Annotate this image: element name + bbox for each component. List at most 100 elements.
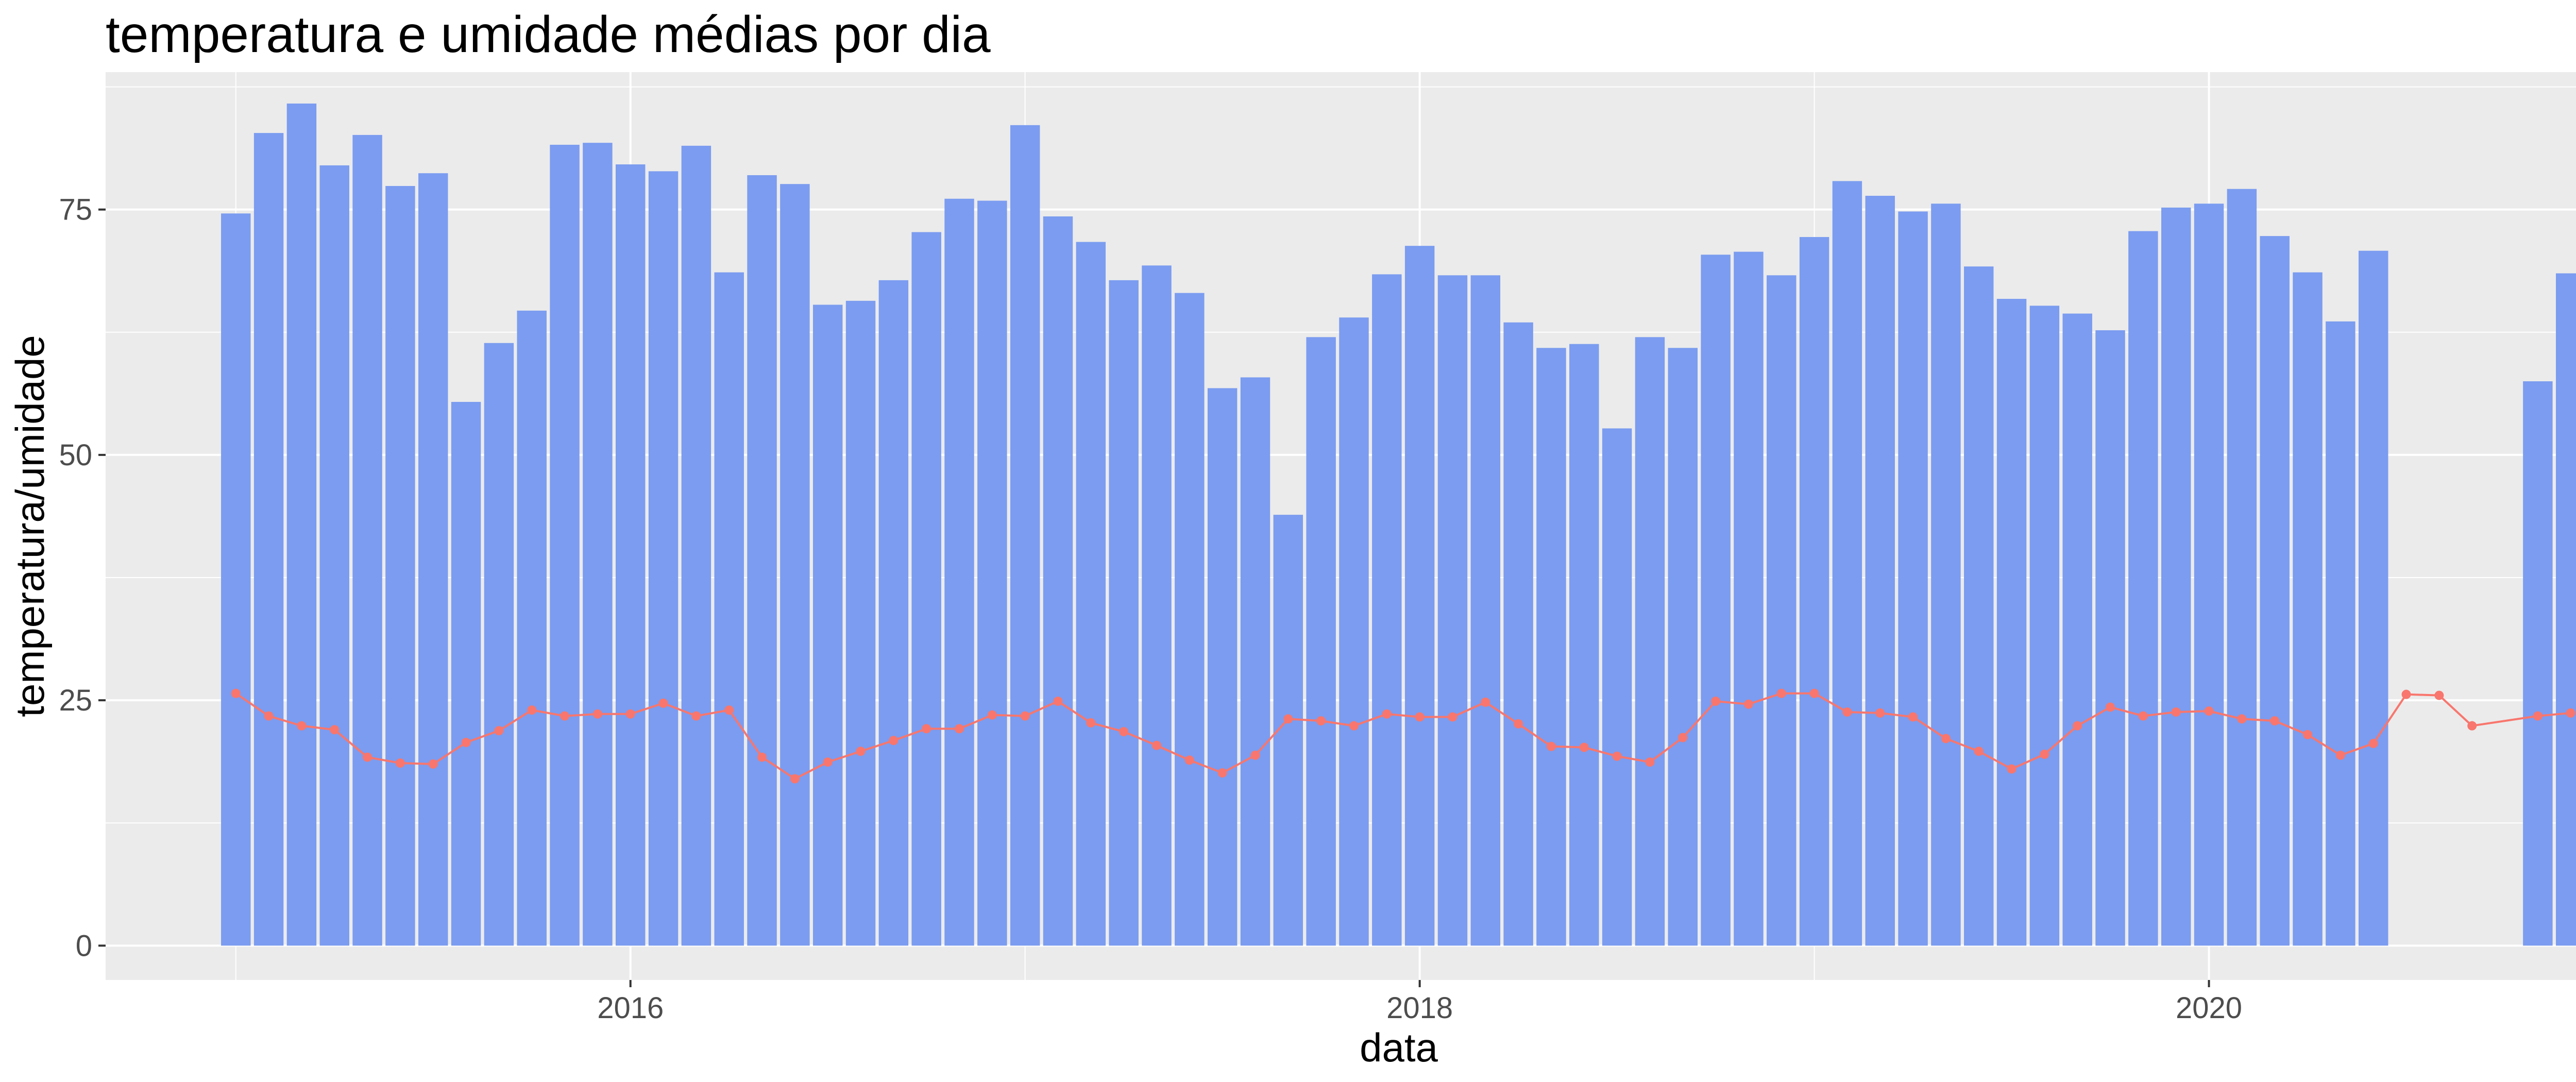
temperature-point bbox=[1415, 712, 1425, 722]
bar bbox=[878, 280, 909, 946]
bar bbox=[352, 134, 382, 946]
x-tick-label: 2016 bbox=[597, 991, 664, 1025]
temperature-point bbox=[691, 711, 701, 721]
bar bbox=[1142, 265, 1172, 946]
bar bbox=[1043, 216, 1073, 946]
temperature-point bbox=[2368, 738, 2378, 748]
x-axis-title: data bbox=[1360, 1025, 1438, 1070]
temperature-point bbox=[2467, 721, 2477, 731]
x-tick-label: 2018 bbox=[1386, 991, 1453, 1025]
bar bbox=[812, 305, 843, 946]
temperature-point bbox=[1743, 699, 1753, 709]
bar bbox=[2326, 321, 2355, 946]
bar bbox=[977, 200, 1007, 946]
temperature-point bbox=[987, 710, 997, 720]
temperature-point bbox=[1184, 755, 1194, 765]
temperature-point bbox=[790, 774, 800, 784]
temperature-point bbox=[527, 705, 537, 715]
temperature-point bbox=[2171, 707, 2181, 717]
temperature-point bbox=[2204, 706, 2214, 716]
bar bbox=[517, 310, 547, 946]
temperature-point bbox=[823, 757, 833, 767]
temperature-point bbox=[2106, 702, 2115, 712]
bar bbox=[550, 144, 580, 946]
bar bbox=[451, 402, 481, 946]
temperature-point bbox=[494, 726, 504, 736]
temperature-point bbox=[2270, 716, 2280, 726]
temperature-point bbox=[1250, 750, 1260, 760]
bar bbox=[2523, 381, 2553, 946]
bar bbox=[583, 143, 613, 946]
bar bbox=[2062, 313, 2092, 946]
bar bbox=[1109, 280, 1139, 946]
temperature-point bbox=[1119, 727, 1129, 737]
temperature-point bbox=[1678, 733, 1688, 742]
bar bbox=[1668, 348, 1698, 946]
temperature-point bbox=[428, 759, 438, 769]
temperature-line bbox=[231, 688, 2575, 784]
temperature-point bbox=[757, 752, 767, 762]
y-tick-label: 0 bbox=[76, 929, 92, 962]
y-axis: 0 25 50 75 bbox=[59, 193, 106, 962]
bar bbox=[2161, 207, 2191, 946]
temperature-point bbox=[2040, 749, 2049, 759]
temperature-point bbox=[2237, 714, 2247, 724]
bar bbox=[1536, 348, 1566, 946]
temperature-point bbox=[1941, 734, 1951, 743]
bar bbox=[747, 175, 777, 946]
bar bbox=[616, 164, 646, 946]
temperature-point bbox=[297, 721, 307, 731]
bar bbox=[714, 272, 744, 946]
bar bbox=[1569, 344, 1599, 946]
chart-title: temperatura e umidade médias por dia bbox=[106, 6, 991, 63]
temperature-point bbox=[1546, 741, 1556, 751]
bar bbox=[1404, 246, 1435, 946]
bar bbox=[648, 171, 679, 946]
temperature-point bbox=[2335, 750, 2345, 760]
temperature-point bbox=[264, 711, 274, 721]
bar bbox=[780, 184, 810, 946]
bar bbox=[221, 213, 251, 946]
temperature-point bbox=[889, 736, 899, 746]
bar bbox=[1503, 322, 1533, 946]
bar bbox=[1372, 274, 1402, 946]
temperature-point bbox=[231, 688, 241, 698]
bar bbox=[2227, 189, 2257, 946]
bar bbox=[845, 300, 876, 946]
temperature-point bbox=[1020, 711, 1030, 721]
bar bbox=[1437, 275, 1468, 946]
temperature-point bbox=[395, 758, 405, 768]
temperature-point bbox=[1481, 697, 1490, 707]
bar bbox=[1799, 237, 1829, 946]
temperature-point bbox=[1217, 768, 1227, 778]
bar bbox=[484, 343, 514, 946]
temperature-point bbox=[1382, 709, 1392, 719]
bar bbox=[1865, 196, 1895, 946]
temperature-point bbox=[856, 747, 866, 756]
temperature-point bbox=[330, 725, 340, 735]
temperature-point bbox=[2533, 711, 2543, 721]
bar bbox=[1175, 293, 1205, 946]
bar bbox=[253, 133, 284, 946]
temperature-point bbox=[2566, 708, 2575, 718]
bar bbox=[2095, 330, 2125, 946]
bar bbox=[1602, 428, 1632, 946]
temperature-point bbox=[1875, 708, 1885, 718]
bar bbox=[1306, 337, 1336, 946]
temperature-point bbox=[1711, 697, 1721, 706]
bar bbox=[286, 103, 317, 946]
humidity-bars bbox=[221, 103, 2576, 946]
temperature-point bbox=[461, 738, 471, 748]
temperature-point bbox=[1809, 688, 1819, 698]
bar bbox=[944, 198, 974, 946]
bar bbox=[1701, 255, 1731, 946]
bar bbox=[2555, 273, 2576, 946]
bar bbox=[1767, 275, 1797, 946]
temperature-point bbox=[2303, 730, 2313, 739]
temperature-point bbox=[1776, 688, 1786, 698]
temperature-point bbox=[1316, 716, 1326, 726]
temperature-point bbox=[1514, 719, 1523, 729]
bar bbox=[1240, 377, 1270, 946]
y-tick-label: 75 bbox=[59, 193, 92, 227]
